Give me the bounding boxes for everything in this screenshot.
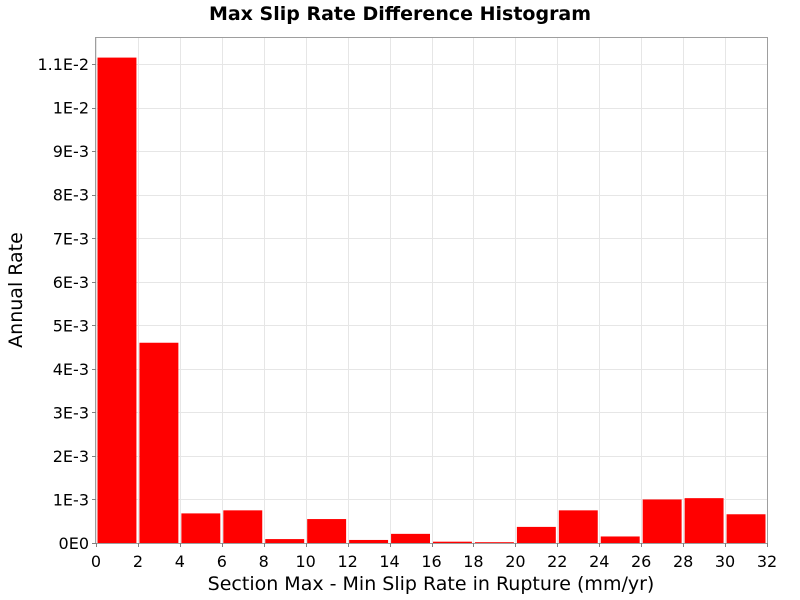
histogram-bar [139,342,179,543]
y-tick-label: 0E0 [59,534,89,553]
y-tick-label: 3E-3 [53,403,89,422]
histogram-bar [265,539,305,543]
histogram-bar [223,510,263,543]
bars [97,57,766,544]
x-tick-label: 10 [296,552,316,571]
y-axis-label: Annual Rate [5,232,27,348]
x-tick-label: 28 [673,552,693,571]
y-tick-label: 7E-3 [53,229,89,248]
x-tick-label: 6 [217,552,227,571]
x-tick-label: 20 [505,552,525,571]
x-tick-label: 8 [259,552,269,571]
histogram-bar [516,526,556,543]
histogram-bar [642,499,682,543]
histogram-bar [684,498,724,543]
x-tick-label: 12 [337,552,357,571]
y-tick-label: 1E-3 [53,490,89,509]
histogram-bar [349,539,389,543]
grid [96,38,768,544]
x-tick-label: 4 [175,552,185,571]
x-tick-label: 2 [133,552,143,571]
y-tick-label: 9E-3 [53,142,89,161]
histogram-bar [391,533,430,543]
y-axis-ticks: 0E0 1E-3 2E-3 3E-3 4E-3 5E-3 6E-3 7E-3 8E-3 9E-3 1… [37,55,96,553]
x-tick-label: 22 [547,552,567,571]
x-axis-ticks: 0 2 4 6 8 10 12 14 16 18 20 22 24 26 28 30 32 [91,543,777,571]
histogram-bar [558,510,598,543]
y-tick-label: 2E-3 [53,447,89,466]
x-axis-label: Section Max - Min Slip Rate in Rupture (… [208,573,655,595]
histogram-bar [433,541,472,543]
histogram-bar [600,536,640,543]
y-tick-label: 4E-3 [53,360,89,379]
x-tick-label: 26 [631,552,651,571]
y-tick-label: 1.1E-2 [37,55,89,74]
x-tick-label: 16 [421,552,441,571]
x-tick-label: 0 [91,552,101,571]
x-tick-label: 32 [757,552,777,571]
y-tick-label: 5E-3 [53,316,89,335]
x-tick-label: 30 [715,552,735,571]
histogram-bar [307,519,347,543]
x-tick-label: 24 [589,552,609,571]
plot-frame [95,37,768,544]
histogram-bar [181,513,221,543]
x-tick-label: 18 [463,552,483,571]
histogram-bar [97,57,137,544]
y-tick-label: 8E-3 [53,186,89,205]
y-tick-label: 1E-2 [53,99,89,118]
histogram-bar [474,542,514,543]
y-tick-label: 6E-3 [53,273,89,292]
x-tick-label: 14 [379,552,399,571]
chart-title: Max Slip Rate Difference Histogram [209,3,591,25]
histogram-bar [726,514,766,543]
